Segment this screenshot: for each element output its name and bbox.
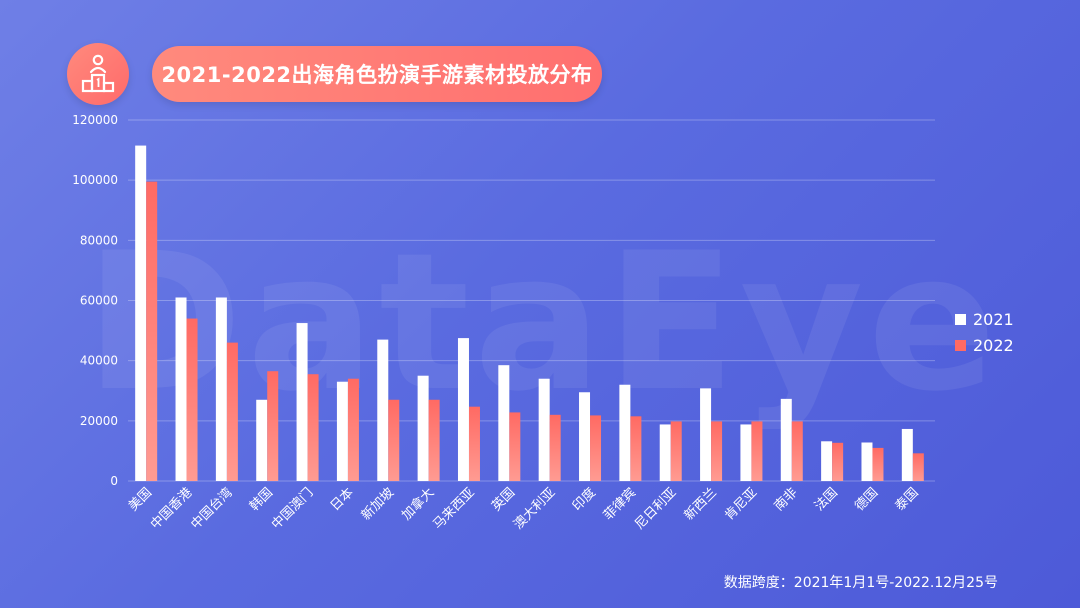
- y-tick-label: 0: [110, 474, 118, 488]
- chart-legend: 2021 2022: [955, 306, 1014, 358]
- chart-title: 2021-2022出海角色扮演手游素材投放分布: [152, 46, 602, 102]
- bar-2021: [498, 365, 510, 481]
- x-tick-label: 美国: [126, 485, 155, 514]
- bar-2021: [377, 339, 389, 481]
- x-tick-label: 日本: [328, 485, 357, 514]
- bar-2022: [347, 378, 359, 481]
- bar-2021: [336, 381, 348, 481]
- bar-2022: [872, 447, 884, 481]
- bar-2021: [215, 297, 227, 481]
- x-tick-label: 新加坡: [358, 485, 397, 524]
- legend-item-2022: 2022: [955, 332, 1014, 358]
- y-tick-label: 20000: [80, 414, 118, 428]
- bar-2022: [186, 318, 198, 481]
- title-icon-badge: [67, 43, 129, 105]
- x-tick-label: 韩国: [247, 485, 276, 514]
- x-tick-label: 印度: [569, 485, 599, 515]
- x-tick-label: 菲律宾: [600, 485, 639, 524]
- bar-2022: [912, 453, 924, 481]
- bar-2022: [670, 421, 682, 481]
- x-tick-label: 马来西亚: [430, 485, 477, 532]
- bar-2021: [457, 338, 469, 481]
- bar-2022: [791, 421, 803, 481]
- bar-2021: [700, 388, 712, 481]
- data-range-note: 数据跨度：2021年1月1号-2022.12月25号: [723, 575, 998, 591]
- bar-2022: [146, 181, 158, 481]
- bar-2022: [832, 442, 844, 481]
- x-tick-label: 尼日利亚: [632, 485, 679, 532]
- bar-2021: [780, 398, 792, 481]
- bar-2022: [549, 414, 561, 481]
- x-tick-label: 中国台湾: [188, 485, 236, 533]
- bar-2022: [590, 415, 602, 481]
- bar-2022: [711, 421, 723, 481]
- y-tick-label: 100000: [72, 173, 118, 187]
- bar-2021: [175, 297, 187, 481]
- bar-2021: [901, 428, 913, 481]
- x-tick-label: 法国: [812, 485, 841, 514]
- bar-2022: [428, 399, 440, 481]
- bar-2022: [307, 374, 319, 481]
- x-tick-label: 德国: [852, 485, 881, 514]
- legend-label-2022: 2022: [973, 335, 1014, 355]
- bar-2022: [751, 421, 763, 481]
- y-tick-label: 40000: [80, 354, 118, 368]
- x-tick-label: 南非: [771, 485, 801, 515]
- bar-2022: [226, 342, 238, 481]
- x-tick-label: 中国澳门: [268, 485, 316, 533]
- x-tick-label: 澳大利亚: [510, 485, 558, 533]
- bar-2022: [388, 399, 400, 481]
- bar-2021: [740, 424, 752, 481]
- bar-2021: [659, 424, 671, 481]
- y-tick-label: 80000: [80, 233, 118, 247]
- y-tick-label: 120000: [72, 113, 118, 127]
- legend-swatch-2021: [955, 313, 966, 325]
- legend-swatch-2022: [955, 339, 966, 351]
- bar-2021: [579, 392, 591, 481]
- bar-2022: [468, 406, 480, 481]
- legend-item-2021: 2021: [955, 306, 1014, 332]
- bar-2021: [417, 375, 429, 481]
- podium-icon: [81, 54, 115, 93]
- y-tick-label: 60000: [80, 294, 118, 308]
- x-tick-label: 中国香港: [148, 485, 195, 532]
- x-tick-label: 英国: [489, 485, 518, 514]
- bar-2022: [267, 371, 279, 481]
- x-tick-label: 新西兰: [681, 485, 720, 524]
- x-tick-label: 肯尼亚: [722, 485, 760, 523]
- bar-2021: [256, 399, 268, 481]
- bar-2021: [296, 323, 308, 481]
- bar-2021: [821, 441, 833, 481]
- bar-2021: [861, 442, 873, 481]
- bar-2021: [619, 384, 631, 481]
- legend-label-2021: 2021: [973, 309, 1014, 329]
- x-tick-label: 泰国: [893, 485, 922, 514]
- bar-2021: [538, 378, 550, 481]
- x-tick-label: 加拿大: [399, 485, 438, 524]
- bar-2022: [630, 416, 642, 481]
- bar-2022: [509, 412, 521, 481]
- chart-title-text: 2021-2022出海角色扮演手游素材投放分布: [161, 63, 593, 87]
- bar-2021: [135, 145, 147, 481]
